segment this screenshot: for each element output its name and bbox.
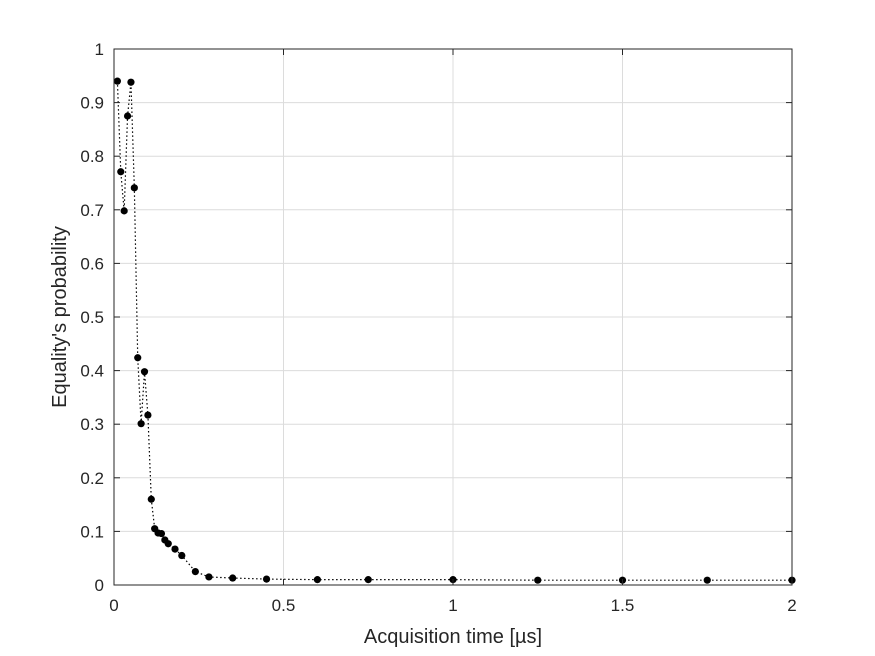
x-tick-label: 2 [787, 596, 796, 615]
data-point [113, 77, 121, 85]
x-axis-label: Acquisition time [µs] [364, 626, 542, 648]
y-tick-label: 0 [95, 576, 104, 595]
data-point [147, 495, 155, 503]
grid [114, 49, 792, 585]
data-point [144, 411, 152, 419]
y-axis-label: Equality's probability [49, 226, 71, 408]
x-tick-label: 0.5 [272, 596, 296, 615]
data-point [171, 545, 179, 553]
axis-ticks [113, 48, 793, 586]
y-tick-label: 0.9 [80, 94, 104, 113]
data-point [262, 575, 271, 583]
data-point [137, 420, 145, 428]
y-tick-label: 0.7 [80, 201, 104, 220]
y-tick-labels: 0 0.1 0.2 0.3 0.4 0.5 0.6 0.7 0.8 0.9 1 [80, 40, 104, 595]
data-point [534, 576, 542, 584]
data-point [703, 576, 711, 584]
y-tick-label: 0.4 [80, 362, 104, 381]
data-point [157, 529, 166, 538]
data-point [164, 540, 172, 548]
data-point [205, 573, 213, 581]
x-tick-labels: 0 0.5 1 1.5 2 [109, 596, 796, 615]
data-point [178, 551, 186, 560]
data-point [134, 354, 142, 362]
data-series [113, 77, 796, 584]
y-tick-label: 0.8 [80, 147, 104, 166]
y-tick-label: 0.2 [80, 469, 104, 488]
data-point [364, 576, 372, 584]
data-point [127, 78, 135, 86]
y-tick-label: 0.6 [80, 254, 104, 273]
data-point [120, 207, 128, 215]
data-point [229, 574, 237, 582]
y-tick-label: 0.1 [80, 522, 104, 541]
series-line [116, 81, 792, 581]
x-tick-label: 1 [448, 596, 457, 615]
data-point [140, 368, 149, 376]
y-tick-label: 0.3 [80, 415, 104, 434]
data-point [191, 568, 199, 576]
data-point [313, 576, 321, 584]
y-tick-label: 0.5 [80, 308, 104, 327]
x-tick-label: 0 [109, 596, 118, 615]
data-point [123, 112, 132, 120]
x-tick-label: 1.5 [611, 596, 635, 615]
data-point [130, 184, 138, 192]
data-point [117, 168, 125, 176]
y-tick-label: 1 [95, 40, 104, 59]
